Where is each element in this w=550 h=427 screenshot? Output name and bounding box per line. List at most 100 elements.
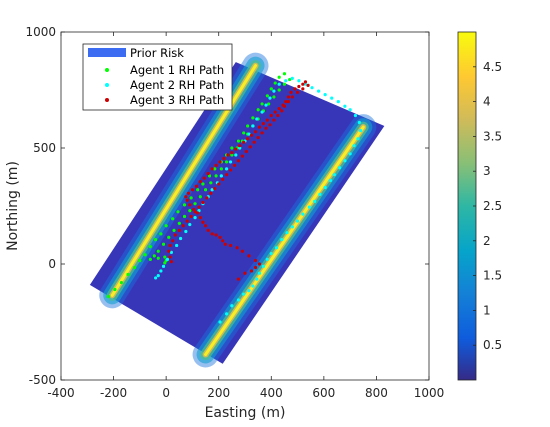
agent-3-point xyxy=(260,131,264,135)
agent-3-point xyxy=(253,258,258,263)
agent-3-point xyxy=(272,118,276,122)
agent-1-point xyxy=(171,217,175,221)
agent-2-point xyxy=(179,236,183,241)
agent-1-point xyxy=(143,253,147,257)
agent-1-point xyxy=(277,75,281,79)
y-tick-label: -500 xyxy=(29,373,56,387)
agent-2-point xyxy=(303,82,308,86)
agent-3-point xyxy=(205,196,209,200)
agent-3-point xyxy=(185,219,189,223)
agent-3-point xyxy=(289,90,293,94)
agent-3-point xyxy=(181,224,185,228)
agent-1-point xyxy=(230,146,234,150)
agent-3-point xyxy=(253,265,258,270)
agent-3-point xyxy=(203,224,208,228)
agent-3-point xyxy=(223,242,227,246)
colorbar-ticks: 0.5 1 1.5 2 2.5 3 3.5 4 4.5 xyxy=(473,60,502,352)
agent-1-point xyxy=(265,94,269,98)
agent-2-point xyxy=(323,185,327,190)
agent-2-point xyxy=(234,153,238,157)
agent-3-point xyxy=(177,228,181,232)
x-tick-label: 600 xyxy=(312,386,335,400)
agent-3-point xyxy=(257,125,262,129)
agent-1-point xyxy=(167,235,171,239)
agent-2-point xyxy=(225,167,229,171)
agent-1-point xyxy=(203,188,208,192)
agent-1-point xyxy=(230,153,234,157)
agent-1-point xyxy=(213,167,217,171)
y-tick-label: 0 xyxy=(48,257,56,271)
agent-paths xyxy=(106,72,363,324)
agent-3-point xyxy=(218,235,222,239)
series-agent-2 xyxy=(154,76,363,324)
legend: Prior Risk Agent 1 RH Path Agent 2 RH Pa… xyxy=(82,43,233,111)
agent-2-point xyxy=(260,110,264,114)
agent-3-point xyxy=(256,135,260,140)
agent-3-point xyxy=(206,228,210,232)
agent-3-point xyxy=(210,232,214,236)
agent-1-point xyxy=(207,174,212,178)
agent-3-point xyxy=(253,130,258,134)
x-tick-label: 200 xyxy=(207,386,230,400)
agent-2-point xyxy=(274,246,279,250)
agent-1-point xyxy=(172,228,176,232)
agent-3-point xyxy=(249,269,254,273)
agent-2-point xyxy=(238,146,242,150)
agent-2-point xyxy=(310,86,314,90)
y-tick-label: 500 xyxy=(33,141,56,155)
agent-1-point xyxy=(201,182,205,186)
agent-3-point xyxy=(276,113,280,118)
agent-1-point xyxy=(246,124,250,128)
colorbar-tick-label: 3 xyxy=(483,164,491,178)
risk-region xyxy=(89,62,385,364)
agent-1-point xyxy=(119,280,124,285)
agent-3-point xyxy=(246,137,250,141)
agent-2-point xyxy=(159,269,163,273)
agent-3-point xyxy=(189,214,193,219)
risk-region-shade xyxy=(89,62,385,364)
agent-3-point xyxy=(238,144,242,148)
agent-2-point xyxy=(307,205,311,209)
agent-3-point xyxy=(261,122,265,126)
agent-3-point xyxy=(240,249,244,253)
agent-1-point xyxy=(106,294,110,299)
agent-1-point xyxy=(159,232,163,236)
agent-3-point xyxy=(213,187,217,191)
y-axis-ticks: -500 0 500 1000 xyxy=(25,25,429,387)
agent-3-point xyxy=(280,109,284,113)
agent-1-point xyxy=(163,261,167,265)
agent-1-point xyxy=(277,88,281,92)
agent-3-point xyxy=(232,163,237,167)
agent-1-point xyxy=(251,116,255,120)
agent-2-point xyxy=(188,222,192,227)
agent-3-point xyxy=(306,83,310,87)
agent-1-point xyxy=(219,167,223,171)
legend-label-agent-2: Agent 2 RH Path xyxy=(130,78,224,92)
agent-2-point xyxy=(184,229,188,234)
agent-1-point xyxy=(242,131,246,135)
agent-3-point xyxy=(286,100,290,104)
agent-3-point xyxy=(184,195,188,199)
agent-2-point xyxy=(323,93,327,97)
agent-3-point xyxy=(194,184,198,188)
agent-3-point xyxy=(168,255,172,259)
agent-1-point xyxy=(256,108,260,112)
agent-3-point xyxy=(293,87,297,91)
agent-1-point xyxy=(225,160,229,164)
agent-3-point xyxy=(236,277,241,281)
agent-1-point xyxy=(288,77,292,82)
agent-2-point xyxy=(165,257,170,261)
agent-1-point xyxy=(188,209,192,213)
agent-2-point xyxy=(218,320,222,324)
agent-2-point xyxy=(297,79,301,83)
colorbar: 0.5 1 1.5 2 2.5 3 3.5 4 4.5 xyxy=(457,31,502,381)
agent-1-point xyxy=(182,214,187,219)
agent-2-point xyxy=(343,104,347,108)
colorbar-tick-label: 2 xyxy=(483,234,491,248)
agent-2-point xyxy=(318,192,322,196)
legend-label-agent-1: Agent 1 RH Path xyxy=(130,63,224,77)
agent-2-point xyxy=(357,120,361,125)
agent-3-point xyxy=(171,239,175,243)
agent-3-point xyxy=(249,133,254,137)
